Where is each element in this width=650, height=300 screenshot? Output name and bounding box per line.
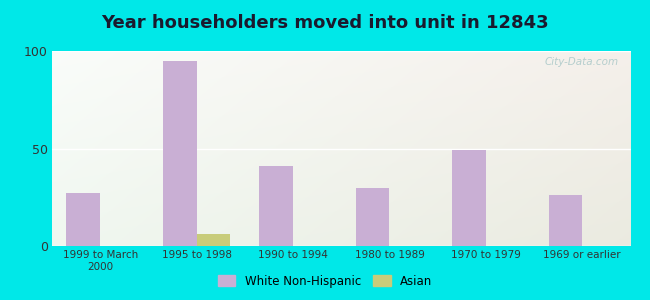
Text: City-Data.com: City-Data.com xyxy=(545,57,619,67)
Bar xyxy=(259,166,293,246)
Bar xyxy=(163,61,196,246)
Bar xyxy=(356,188,389,246)
Bar xyxy=(549,195,582,246)
Bar xyxy=(196,234,230,246)
Bar xyxy=(66,193,100,246)
Legend: White Non-Hispanic, Asian: White Non-Hispanic, Asian xyxy=(214,271,436,291)
Bar xyxy=(452,150,486,246)
Text: Year householders moved into unit in 12843: Year householders moved into unit in 128… xyxy=(101,14,549,32)
